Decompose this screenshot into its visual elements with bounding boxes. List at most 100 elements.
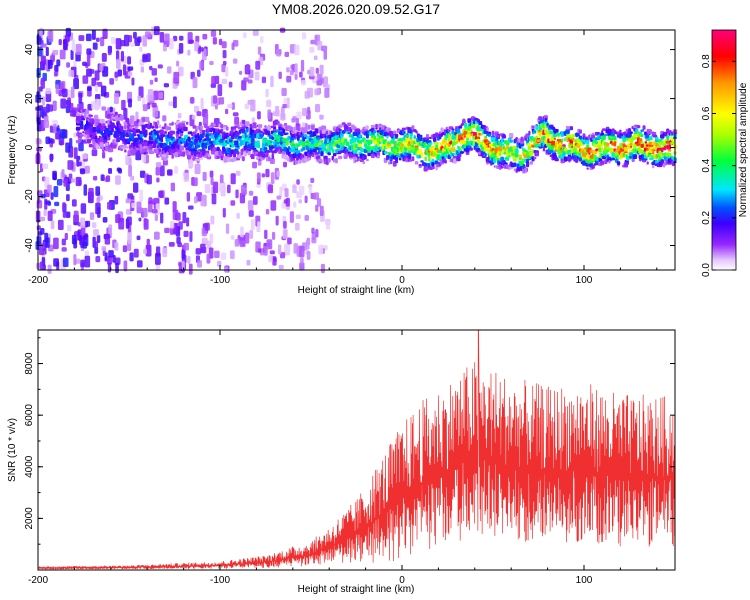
noise-cell <box>183 242 189 251</box>
ridge-cell <box>336 144 341 148</box>
noise-cell <box>174 165 179 174</box>
colorbar-step <box>712 174 736 177</box>
noise-cell <box>189 157 194 168</box>
noise-cell <box>136 201 142 213</box>
noise-cell <box>89 69 95 74</box>
ridge-cell <box>444 153 448 159</box>
noise-cell <box>125 198 132 204</box>
noise-cell <box>278 71 282 80</box>
ridge-cell <box>420 152 424 158</box>
colorbar-label: Normalized spectral amplitude <box>738 82 749 217</box>
ridge-cell <box>645 134 650 139</box>
noise-cell <box>192 77 198 89</box>
noise-cell <box>113 93 119 105</box>
ridge-cell <box>582 160 586 166</box>
ridge-cell <box>536 139 541 143</box>
noise-cell <box>266 239 273 250</box>
noise-cell <box>183 172 189 182</box>
noise-cell <box>177 242 182 248</box>
ridge-cell <box>509 166 514 170</box>
colorbar-step <box>712 38 736 41</box>
noise-cell <box>286 75 292 83</box>
ridge-cell <box>309 150 313 155</box>
ridge-cell <box>320 150 324 156</box>
ridge-cell <box>423 162 428 167</box>
y-tick-label: 2000 <box>24 507 35 530</box>
noise-cell <box>295 222 300 231</box>
ridge-cell <box>252 124 257 129</box>
noise-cell <box>256 172 261 183</box>
ridge-cell <box>636 142 641 146</box>
noise-cell <box>280 113 286 121</box>
x-tick-label: -200 <box>28 575 48 586</box>
colorbar-step <box>712 262 736 265</box>
noise-cell <box>62 38 67 50</box>
ridge-cell <box>166 126 172 131</box>
noise-cell <box>153 90 159 101</box>
ridge-cell <box>286 132 289 135</box>
noise-cell <box>290 64 295 70</box>
ridge-cell <box>179 130 184 133</box>
noise-cell <box>201 237 208 245</box>
ridge-cell <box>513 168 516 172</box>
ridge-cell <box>478 120 483 125</box>
noise-cell <box>265 168 270 178</box>
noise-cell <box>317 40 323 51</box>
ridge-cell <box>127 150 131 156</box>
noise-cell <box>214 250 220 258</box>
noise-cell <box>231 102 235 110</box>
noise-cell <box>57 219 64 230</box>
noise-cell <box>234 116 240 125</box>
ridge-cell <box>302 130 306 133</box>
ridge-cell <box>531 125 535 129</box>
noise-cell <box>41 43 47 48</box>
colorbar-step <box>712 192 736 195</box>
noise-cell <box>319 114 324 120</box>
noise-cell <box>219 174 224 184</box>
colorbar-step <box>712 136 736 139</box>
ridge-cell <box>94 114 99 120</box>
colorbar-step <box>712 254 736 257</box>
ridge-cell <box>220 156 224 161</box>
ridge-cell <box>616 161 621 165</box>
ridge-cell <box>542 135 546 141</box>
ridge-cell <box>362 160 366 165</box>
ridge-cell <box>125 146 130 149</box>
noise-cell <box>283 220 287 229</box>
noise-cell <box>239 192 246 204</box>
noise-cell <box>73 254 77 266</box>
noise-cell <box>69 109 76 117</box>
ridge-cell <box>594 142 599 148</box>
ridge-cell <box>125 134 129 138</box>
ridge-cell <box>607 128 612 134</box>
noise-cell <box>178 42 184 54</box>
ridge-cell <box>638 131 643 135</box>
ridge-cell <box>285 137 290 141</box>
ridge-cell <box>107 113 111 118</box>
ridge-cell <box>624 151 628 154</box>
noise-cell <box>94 84 99 93</box>
ridge-cell <box>324 129 327 132</box>
noise-cell <box>257 111 261 120</box>
noise-cell <box>77 229 82 241</box>
noise-cell <box>61 247 67 252</box>
ridge-cell <box>237 135 243 139</box>
ridge-cell <box>99 136 104 143</box>
noise-cell <box>240 226 244 238</box>
noise-cell <box>324 87 330 98</box>
noise-cell <box>221 78 228 85</box>
noise-cell <box>91 222 97 229</box>
ridge-cell <box>116 136 120 143</box>
noise-cell <box>235 170 241 176</box>
ridge-cell <box>451 153 455 156</box>
ridge-cell <box>91 118 95 122</box>
noise-cell <box>64 232 68 241</box>
colorbar-step <box>712 154 736 157</box>
noise-cell <box>218 38 223 46</box>
ridge-cell <box>100 141 104 146</box>
colorbar-step <box>712 158 736 161</box>
ridge-cell <box>428 157 431 162</box>
colorbar-step <box>712 238 736 241</box>
noise-cell <box>294 73 298 80</box>
noise-cell <box>210 177 214 186</box>
